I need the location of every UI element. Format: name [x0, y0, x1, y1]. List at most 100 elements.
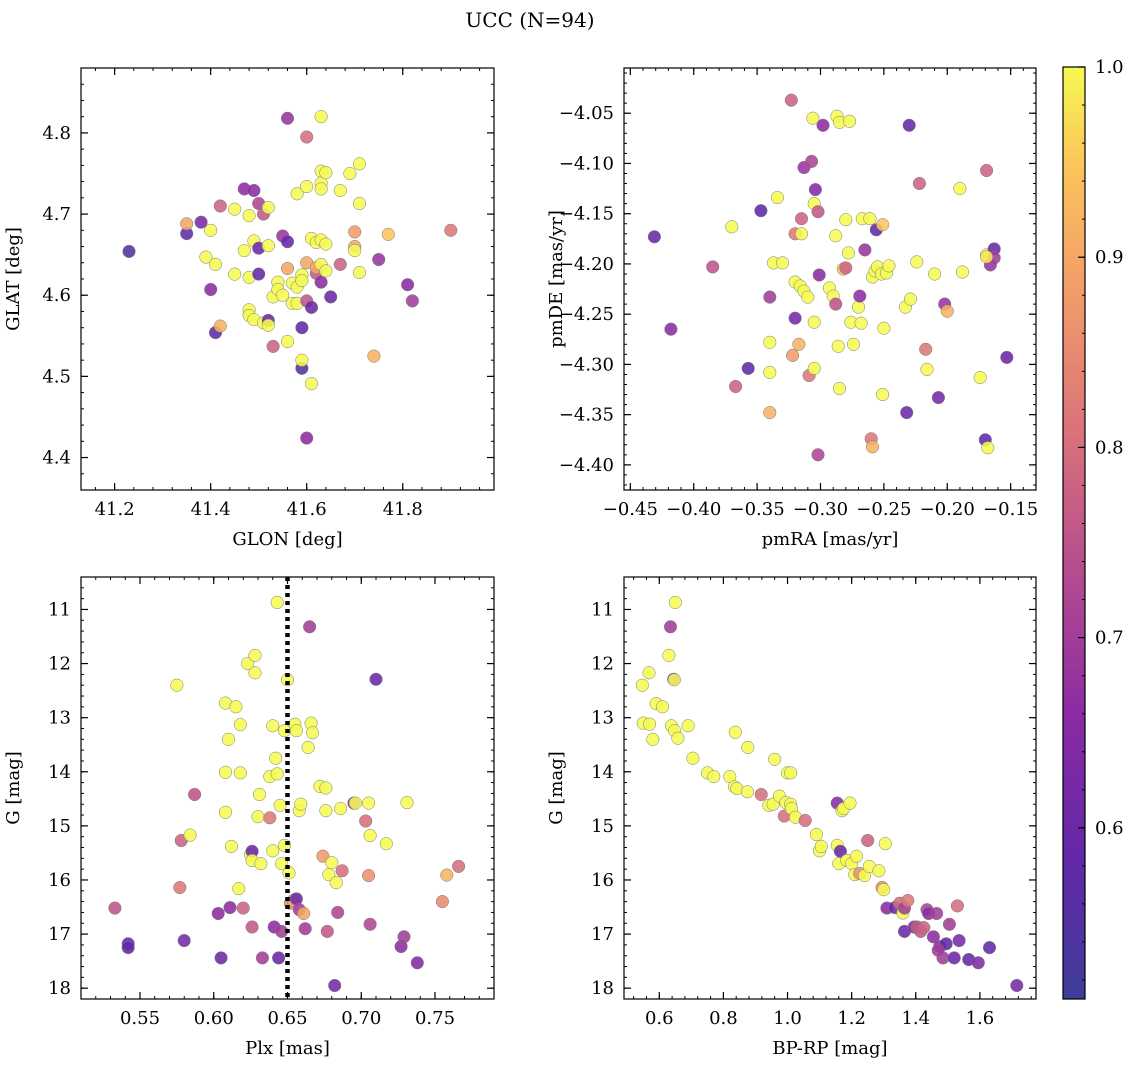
scatter-point: [300, 179, 314, 194]
scatter-point: [947, 951, 961, 965]
x-axis-label: GLON [deg]: [232, 529, 342, 550]
scatter-point: [280, 261, 295, 276]
scatter-point: [851, 300, 866, 314]
scatter-point: [763, 290, 777, 304]
scatter-point: [729, 379, 743, 394]
scatter-point: [858, 243, 872, 257]
scatter-point: [298, 922, 312, 936]
scatter-point: [289, 724, 303, 738]
scatter-point: [667, 673, 681, 687]
y-tick-label: 13: [48, 708, 71, 729]
scatter-point: [236, 901, 250, 915]
scatter-point: [900, 406, 914, 420]
y-tick-label: 13: [591, 708, 614, 729]
scatter-point: [807, 361, 821, 375]
y-tick-label: 12: [591, 654, 614, 675]
scatter-point: [245, 920, 259, 934]
x-axis-label: pmRA [mas/yr]: [762, 529, 899, 550]
x-tick-label: −0.20: [920, 499, 975, 520]
scatter-point: [953, 182, 967, 196]
scatter-point: [794, 212, 809, 226]
scatter-point: [233, 766, 247, 780]
scatter-point: [199, 250, 213, 264]
scatter-point: [811, 205, 825, 219]
scatter-point: [917, 921, 931, 935]
scatter-point: [188, 787, 202, 802]
y-tick-label: −4.25: [559, 304, 614, 325]
scatter-point: [401, 278, 415, 292]
scatter-point: [763, 365, 777, 379]
y-tick-label: 4.5: [42, 366, 71, 387]
x-tick-label: −0.30: [793, 499, 848, 520]
x-tick-label: 1.2: [837, 1008, 866, 1029]
y-tick-label: 4.4: [42, 448, 71, 469]
scatter-point: [242, 209, 256, 223]
scatter-point: [435, 895, 449, 909]
y-axis-label: GLAT [deg]: [3, 227, 24, 331]
y-tick-label: −4.20: [559, 254, 614, 275]
x-tick-label: −0.25: [856, 499, 911, 520]
scatter-point: [333, 183, 347, 198]
scatter-point: [359, 814, 373, 828]
scatter-point: [275, 857, 289, 871]
scatter-point: [352, 157, 367, 171]
scatter-point: [331, 905, 345, 919]
scatter-point: [663, 620, 678, 634]
scatter-point: [930, 906, 944, 921]
scatter-point: [801, 290, 815, 304]
scatter-point: [805, 154, 819, 168]
scatter-point: [707, 770, 721, 784]
colorbar-gradient: [1062, 66, 1086, 1000]
scatter-point: [397, 930, 411, 944]
scatter-point: [741, 361, 755, 375]
y-tick-label: 4.6: [42, 285, 71, 306]
scatter-points: [108, 595, 466, 993]
scatter-point: [247, 183, 261, 198]
x-tick-label: 0.60: [194, 1008, 234, 1029]
scatter-point: [289, 892, 303, 906]
scatter-point: [194, 215, 208, 229]
scatter-point: [808, 183, 822, 197]
scatter-point: [334, 802, 348, 816]
x-tick-label: −0.15: [983, 499, 1038, 520]
scatter-point: [725, 220, 739, 234]
scatter-point: [740, 785, 754, 799]
scatter-point: [807, 315, 821, 329]
scatter-point: [290, 187, 304, 201]
scatter-point: [798, 813, 812, 828]
scatter-point: [204, 282, 218, 297]
x-tick-label: 0.65: [267, 1008, 307, 1029]
scatter-point: [763, 406, 777, 420]
y-tick-label: −4.15: [559, 204, 614, 225]
scatter-point: [902, 118, 916, 132]
scatter-point: [367, 349, 381, 363]
scatter-point: [183, 828, 197, 842]
scatter-point: [276, 288, 290, 302]
scatter-point: [333, 257, 347, 271]
y-tick-label: −4.40: [559, 455, 614, 476]
scatter-point: [121, 941, 135, 955]
scatter-point: [763, 335, 777, 349]
scatter-point: [335, 864, 349, 878]
scatter-point: [980, 163, 994, 178]
colorbar-tick-label: 0.7: [1095, 628, 1124, 649]
scatter-point: [792, 337, 806, 351]
scatter-point: [926, 930, 940, 944]
colorbar-tick-label: 1.0: [1095, 57, 1124, 78]
scatter-point: [211, 906, 225, 921]
scatter-point: [841, 246, 855, 260]
scatter-point: [768, 752, 782, 766]
y-tick-label: 18: [48, 978, 71, 999]
y-tick-label: 14: [48, 762, 71, 783]
scatter-point: [812, 268, 826, 282]
scatter-point: [233, 718, 247, 732]
scatter-point: [788, 311, 802, 325]
x-tick-label: 1.4: [901, 1008, 930, 1029]
x-tick-label: 0.8: [709, 1008, 738, 1029]
scatter-point: [173, 880, 187, 895]
scatter-point: [829, 297, 843, 311]
scatter-point: [1010, 978, 1024, 993]
scatter-point: [325, 856, 339, 870]
figure-title: UCC (N=94): [465, 8, 594, 32]
